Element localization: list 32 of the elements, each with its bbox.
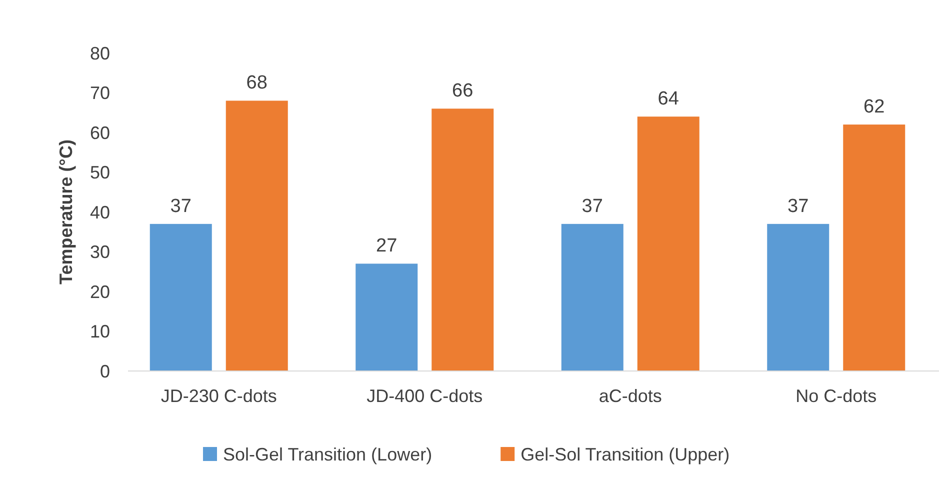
x-tick-label: No C-dots (796, 386, 877, 406)
data-label: 62 (864, 96, 885, 118)
x-tick-label: JD-400 C-dots (366, 386, 483, 406)
legend-label: Sol-Gel Transition (Lower) (223, 444, 432, 464)
y-tick-label: 0 (100, 361, 110, 382)
x-tick-label: JD-230 C-dots (160, 386, 277, 406)
data-label: 68 (246, 72, 268, 94)
y-tick-label: 20 (90, 282, 110, 302)
bar (767, 224, 830, 371)
y-tick-label: 70 (90, 83, 110, 104)
legend-label: Gel-Sol Transition (Upper) (520, 444, 730, 464)
data-label: 37 (788, 196, 809, 217)
data-label: 27 (376, 236, 398, 257)
bar (226, 100, 288, 371)
y-tick-label: 80 (90, 43, 110, 64)
x-tick-label: aC-dots (598, 386, 662, 406)
y-axis-title: Temperature (°C) (56, 140, 76, 284)
bar (432, 108, 494, 371)
bar (356, 264, 418, 371)
data-label: 66 (452, 80, 474, 102)
data-label: 64 (658, 88, 680, 110)
y-tick-label: 30 (90, 242, 110, 262)
bar (561, 224, 624, 371)
y-tick-label: 50 (90, 162, 110, 183)
y-tick-label: 60 (90, 122, 110, 143)
y-tick-label: 40 (90, 202, 110, 222)
bar (637, 116, 700, 371)
bar (150, 224, 212, 371)
data-label: 37 (582, 196, 603, 217)
bar (843, 124, 906, 371)
y-tick-label: 10 (90, 322, 110, 342)
data-label: 37 (170, 196, 192, 217)
